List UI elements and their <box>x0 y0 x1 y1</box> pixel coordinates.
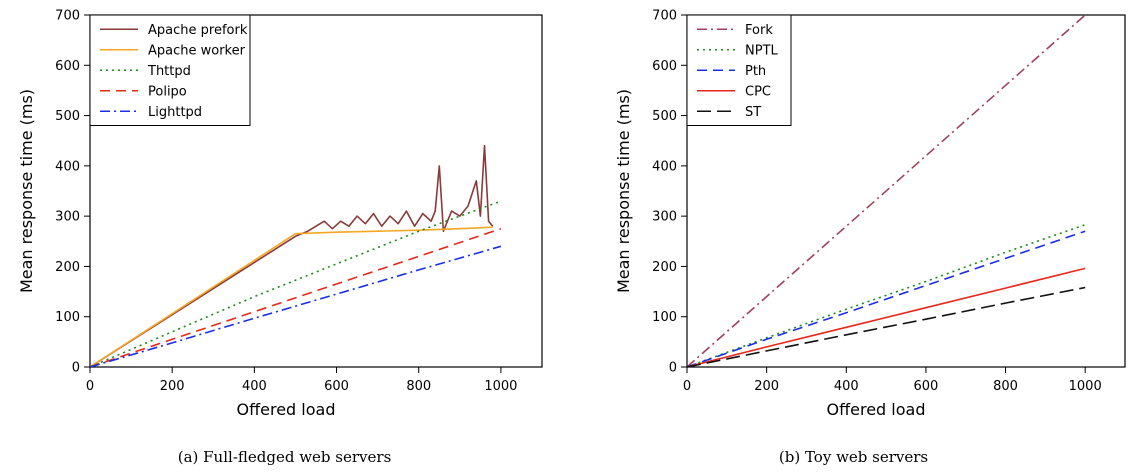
chart-panel-b: 0 200 400 600 800 1000 0 100 200 300 400 500 600 700 O… <box>569 0 1138 476</box>
plot-frame <box>686 14 1126 368</box>
y-tick-label: 700 <box>652 9 677 24</box>
y-tick-label: 300 <box>652 210 677 225</box>
legend-label: Apache prefork <box>148 23 248 38</box>
caption-a: (a) Full-fledged web servers <box>177 448 392 466</box>
x-tick-label: 400 <box>242 379 267 394</box>
y-tick-label: 500 <box>652 109 677 124</box>
series-line-st <box>687 286 1086 367</box>
legend-label: NPTL <box>745 43 779 58</box>
series-line-cpc <box>687 267 1086 367</box>
series-line-pth <box>687 230 1086 367</box>
legend-label: Thttpd <box>147 64 191 79</box>
y-tick-label: 0 <box>669 361 677 376</box>
x-tick-label: 200 <box>160 379 185 394</box>
legend-box <box>89 14 251 126</box>
legend-label: Polipo <box>148 84 187 99</box>
series-line-apache-prefork <box>90 144 494 367</box>
y-tick-label: 300 <box>55 210 80 225</box>
x-axis-label: Offered load <box>237 400 336 419</box>
y-tick-label: 600 <box>652 59 677 74</box>
legend-label: ST <box>745 105 761 120</box>
series-line-apache-worker <box>90 226 493 367</box>
y-tick-label: 200 <box>55 260 80 275</box>
x-tick-label: 1000 <box>484 379 517 394</box>
y-tick-label: 400 <box>652 159 677 174</box>
x-tick-label: 0 <box>86 379 94 394</box>
plot-frame <box>89 14 543 368</box>
x-tick-label: 1000 <box>1069 379 1102 394</box>
series-group <box>687 15 1086 367</box>
chart-panel-a: 0 200 400 600 800 1000 0 100 200 300 400 500 600 700 O… <box>17 9 543 466</box>
x-tick-label: 400 <box>834 379 859 394</box>
y-axis-label: Mean response time (ms) <box>17 89 36 293</box>
chart-a: 0 200 400 600 800 1000 0 100 200 300 400 500 600 700 O… <box>17 9 543 419</box>
series-line-thttpd <box>90 200 502 367</box>
series-line-lighttpd <box>90 245 502 367</box>
x-tick-label: 600 <box>913 379 938 394</box>
y-tick-label: 100 <box>55 310 80 325</box>
legend-label: Pth <box>745 64 766 79</box>
caption-b: (b) Toy web servers <box>778 448 929 466</box>
series-line-nptl <box>687 223 1086 367</box>
legend-label: Apache worker <box>148 43 246 58</box>
y-tick-label: 600 <box>55 59 80 74</box>
legend-label: Lighttpd <box>148 105 202 120</box>
x-tick-label: 600 <box>324 379 349 394</box>
legend-label: CPC <box>745 84 771 99</box>
y-tick-label: 400 <box>55 159 80 174</box>
series-line-fork <box>687 15 1086 367</box>
chart-b: 0 200 400 600 800 1000 0 100 200 300 400 500 600 700 O… <box>614 9 1126 419</box>
y-tick-label: 200 <box>652 260 677 275</box>
legend-label: Fork <box>745 23 773 38</box>
y-tick-label: 100 <box>652 310 677 325</box>
series-line-polipo <box>90 227 502 367</box>
x-tick-label: 800 <box>993 379 1018 394</box>
x-axis-label: Offered load <box>827 400 926 419</box>
x-tick-label: 800 <box>406 379 431 394</box>
y-tick-label: 500 <box>55 109 80 124</box>
y-tick-label: 700 <box>55 9 80 24</box>
series-group <box>90 144 502 367</box>
x-tick-label: 0 <box>683 379 691 394</box>
y-tick-label: 0 <box>72 361 80 376</box>
y-axis-label: Mean response time (ms) <box>614 89 633 293</box>
x-tick-label: 200 <box>754 379 779 394</box>
